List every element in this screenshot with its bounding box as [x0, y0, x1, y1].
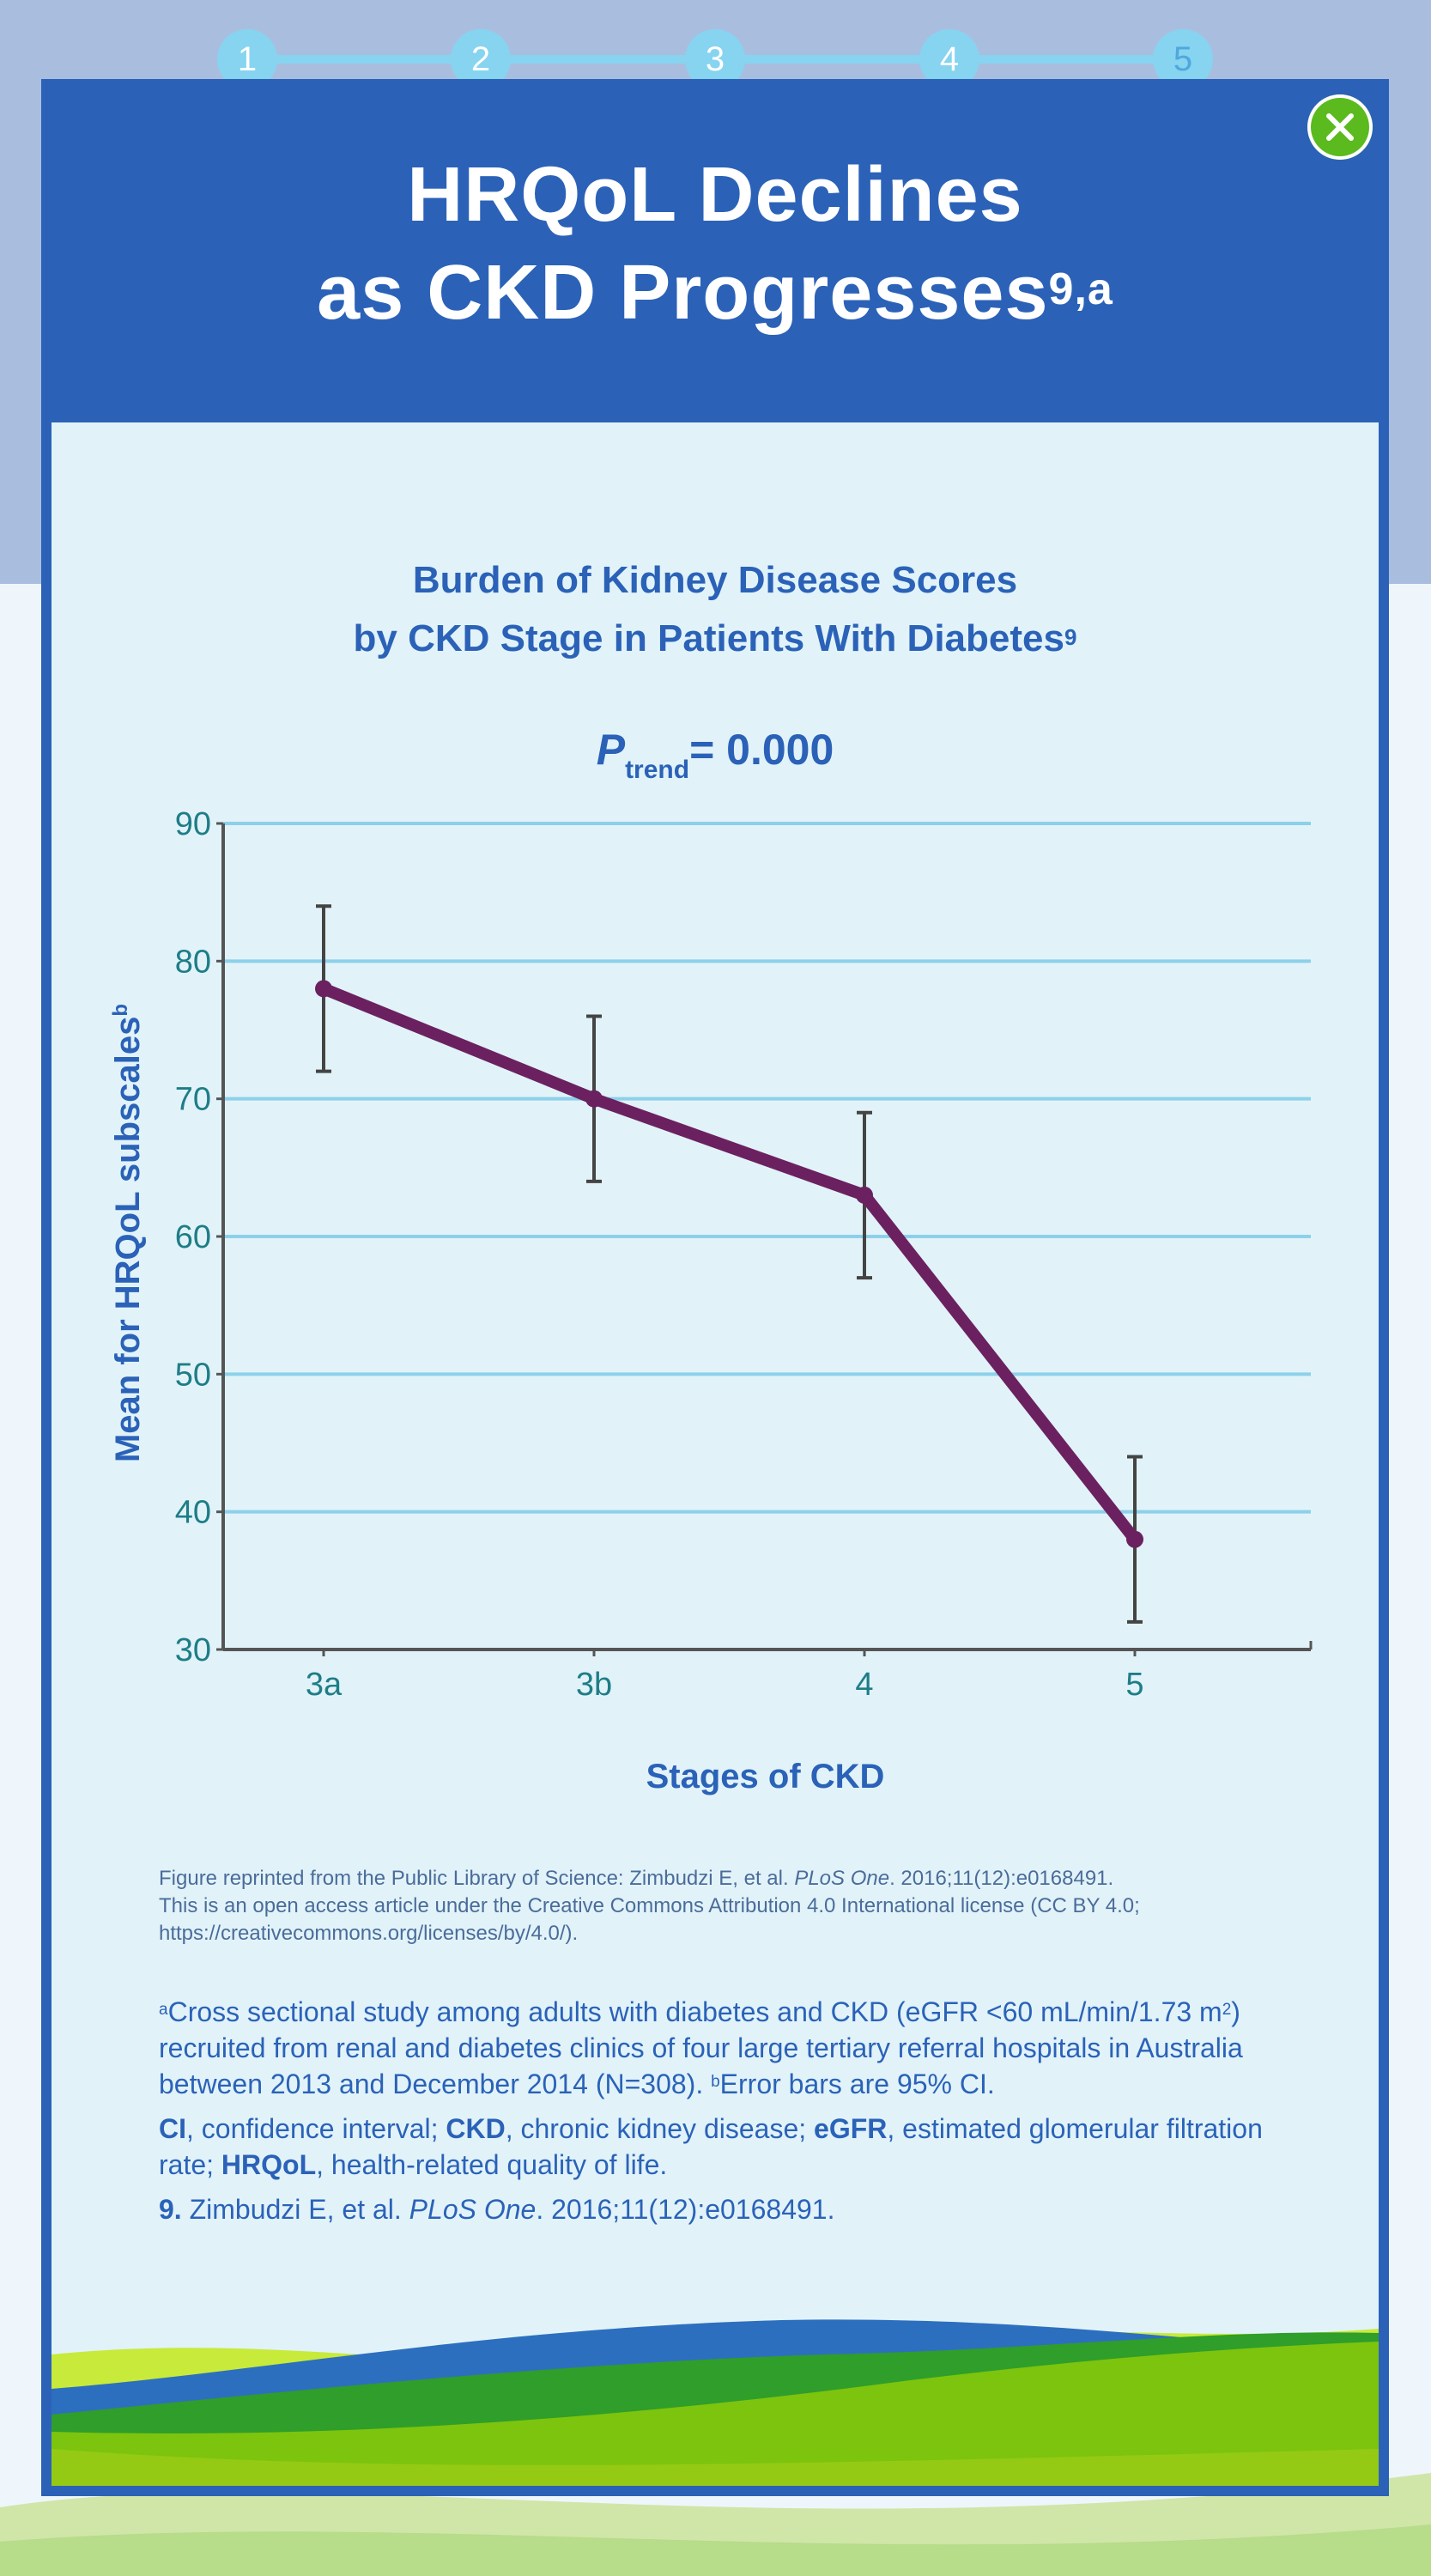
modal-title-sup: 9,a	[1048, 264, 1113, 314]
figure-credit: Figure reprinted from the Public Library…	[159, 1865, 1301, 1947]
background-wave	[0, 2473, 1431, 2576]
abbr-def-ci: , confidence interval;	[186, 2113, 446, 2144]
footnotes: aCross sectional study among adults with…	[159, 1994, 1309, 2236]
modal-dialog: HRQoL Declines as CKD Progresses9,a Burd…	[41, 79, 1389, 2496]
p-trend-annotation: Ptrend= 0.000	[52, 725, 1379, 784]
reference: 9. Zimbudzi E, et al. PLoS One. 2016;11(…	[159, 2191, 1309, 2227]
ref-journal: PLoS One	[409, 2194, 537, 2225]
chart-title: Burden of Kidney Disease Scores by CKD S…	[52, 551, 1379, 668]
chart-title-sup: 9	[1064, 624, 1077, 650]
abbr-term-hrqol: HRQoL	[221, 2149, 317, 2180]
y-tick-label-90: 90	[175, 806, 211, 842]
close-button[interactable]	[1307, 94, 1373, 160]
data-point-3b	[585, 1090, 603, 1108]
y-tick-label-60: 60	[175, 1219, 211, 1255]
ref-num: 9.	[159, 2194, 182, 2225]
p-label: P	[596, 726, 626, 774]
abbr-term-ckd: CKD	[446, 2113, 506, 2144]
abbreviations: CI, confidence interval; CKD, chronic ki…	[159, 2111, 1309, 2183]
chart-title-line2-text: by CKD Stage in Patients With Diabetes	[353, 617, 1064, 659]
credit-line1-post: . 2016;11(12):e0168491.	[889, 1867, 1114, 1890]
credit-line3: https://creativecommons.org/licenses/by/…	[159, 1922, 579, 1945]
modal-title-line2-text: as CKD Progresses	[317, 250, 1049, 336]
chart-title-line2: by CKD Stage in Patients With Diabetes9	[52, 610, 1379, 668]
chart-title-line1: Burden of Kidney Disease Scores	[412, 559, 1018, 601]
y-axis-title-sup: b	[109, 1004, 132, 1017]
ref-rest: . 2016;11(12):e0168491.	[536, 2194, 835, 2225]
y-tick-label-30: 30	[175, 1632, 211, 1668]
abbr-def-egfr: , estimated glomerular filtration rate;	[159, 2113, 1263, 2180]
footnote-a-text-2: ) recruited from renal and diabetes clin…	[159, 1996, 1243, 2099]
abbr-def-hrqol: , health-related quality of life.	[316, 2149, 668, 2180]
modal-title-line1: HRQoL Declines	[407, 152, 1023, 238]
y-axis-title: Mean for HRQoL subscalesb	[109, 1004, 147, 1462]
data-point-5	[1126, 1530, 1143, 1548]
footnote-b-text: Error bars are 95% CI.	[719, 2069, 995, 2099]
abbr-term-egfr: eGFR	[814, 2113, 888, 2144]
modal-content: Burden of Kidney Disease Scores by CKD S…	[52, 422, 1379, 2486]
y-tick-label-40: 40	[175, 1495, 211, 1531]
credit-journal: PLoS One	[794, 1867, 890, 1890]
ref-author: Zimbudzi E, et al.	[181, 2194, 409, 2225]
data-point-3a	[315, 980, 332, 998]
x-tick-label-3a: 3a	[306, 1667, 343, 1703]
abbr-term-ci: CI	[159, 2113, 186, 2144]
close-icon	[1326, 113, 1354, 141]
x-tick-label-5: 5	[1125, 1667, 1143, 1703]
modal-title: HRQoL Declines as CKD Progresses9,a	[317, 146, 1113, 342]
x-tick-label-3b: 3b	[576, 1667, 612, 1703]
abbr-def-ckd: , chronic kidney disease;	[505, 2113, 815, 2144]
decorative-waves	[52, 2319, 1379, 2486]
y-tick-label-80: 80	[175, 944, 211, 980]
p-value: = 0.000	[689, 726, 834, 774]
footnote-a-mark: a	[159, 2001, 168, 2019]
stepper-track-remaining	[951, 55, 1185, 64]
credit-line1-pre: Figure reprinted from the Public Library…	[159, 1867, 795, 1890]
modal-header: HRQoL Declines as CKD Progresses9,a	[41, 79, 1389, 422]
p-sub: trend	[625, 756, 690, 784]
line-chart: 30 40 50 60 70 80 90 3a 3b 4 5 Stages of CKD Mean fo…	[109, 806, 1313, 1795]
modal-title-line2: as CKD Progresses9,a	[317, 244, 1113, 342]
footnote-b-mark: b	[711, 2073, 720, 2091]
y-tick-label-50: 50	[175, 1357, 211, 1393]
footnote-a-sup: 2	[1222, 2001, 1232, 2019]
stepper-track-done	[247, 55, 951, 64]
y-tick-label-70: 70	[175, 1082, 211, 1118]
credit-line1: Figure reprinted from the Public Library…	[159, 1865, 1301, 1893]
x-axis-title: Stages of CKD	[646, 1758, 885, 1795]
footnote-a: aCross sectional study among adults with…	[159, 1994, 1309, 2102]
data-point-4	[856, 1186, 873, 1204]
series-line-0	[318, 982, 1141, 1546]
footnote-a-text-1: Cross sectional study among adults with …	[167, 1996, 1222, 2027]
x-tick-label-4: 4	[855, 1667, 873, 1703]
credit-line2: This is an open access article under the…	[159, 1894, 1140, 1917]
